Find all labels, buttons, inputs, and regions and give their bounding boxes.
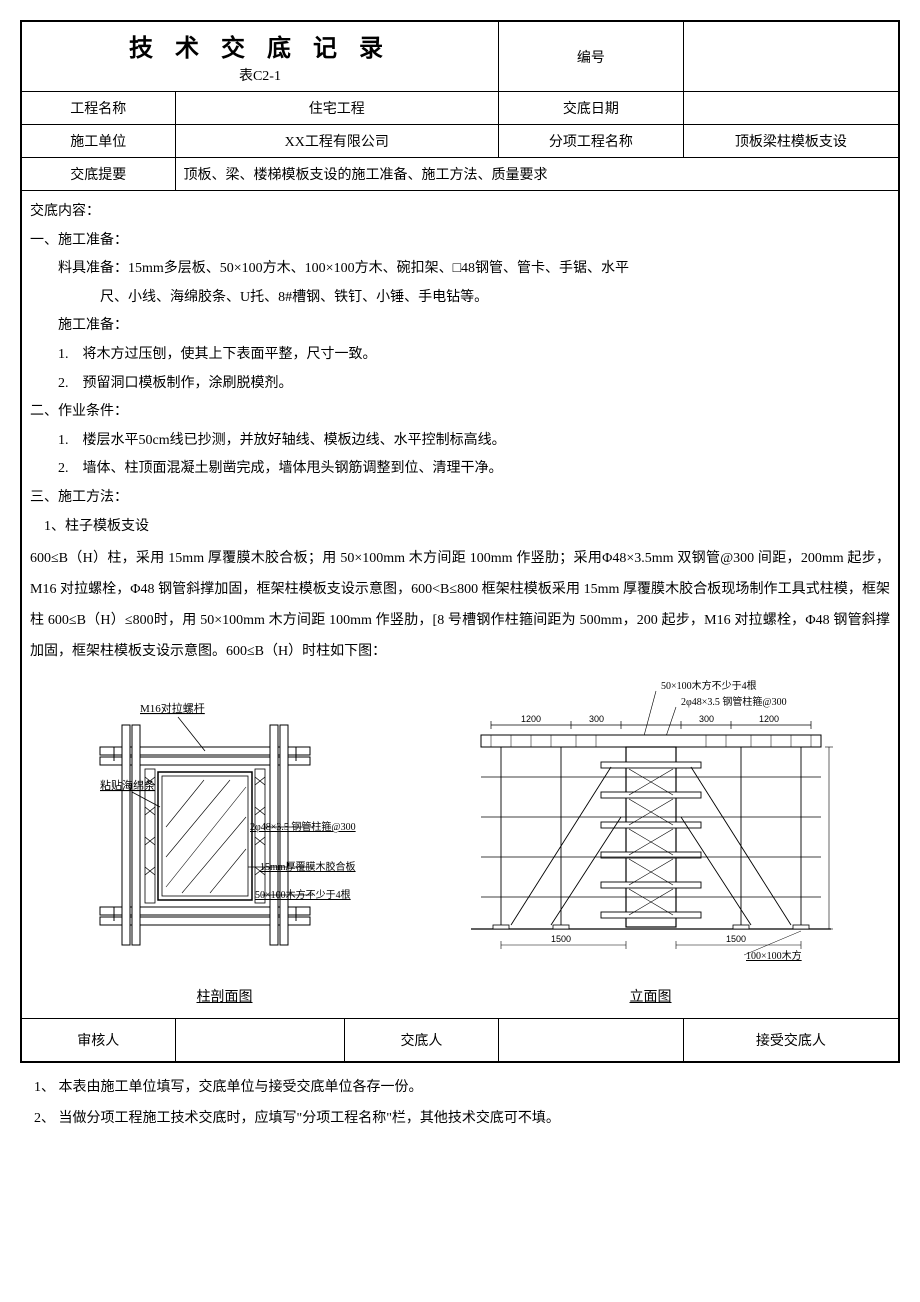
- dim-1500-l: 1500: [551, 934, 571, 944]
- elevation-caption: 立面图: [451, 985, 851, 1012]
- elevation-diagram: 50×100木方不少于4根 2φ48×3.5 钢管柱箍@300: [451, 677, 851, 1012]
- dim-1200-l: 1200: [521, 714, 541, 724]
- materials-line2: 尺、小线、海绵胶条、U托、8#槽钢、铁钉、小锤、手电钻等。: [30, 285, 890, 312]
- anno-timber: 50×100木方不少于4根: [255, 888, 351, 901]
- anno-panel: 15mm厚覆膜木胶合板: [260, 860, 356, 873]
- dim-1500-r: 1500: [726, 934, 746, 944]
- unit-label: 施工单位: [21, 125, 175, 158]
- section-caption: 柱剖面图: [70, 985, 380, 1012]
- receiver-label: 接受交底人: [756, 1034, 826, 1049]
- section-diagram: M16对拉螺杆 粘贴海绵条 2φ48×3.5 钢管柱箍@300 15mm厚覆膜木…: [70, 677, 380, 1012]
- title-cell: 技 术 交 底 记 录 表C2-1: [21, 21, 498, 92]
- anno-pipe: 2φ48×3.5 钢管柱箍@300: [250, 820, 356, 833]
- doc-subtitle: 表C2-1: [30, 65, 490, 85]
- elevation-svg: 50×100木方不少于4根 2φ48×3.5 钢管柱箍@300: [451, 677, 851, 977]
- serial-label: 编号: [498, 21, 683, 92]
- reviewer-label: 审核人: [21, 1018, 175, 1062]
- summary-label: 交底提要: [21, 158, 175, 191]
- date-label: 交底日期: [498, 92, 683, 125]
- section-svg: M16对拉螺杆 粘贴海绵条 2φ48×3.5 钢管柱箍@300 15mm厚覆膜木…: [70, 677, 380, 977]
- anno-strip: 粘贴海绵条: [100, 778, 155, 792]
- dim-1200-r: 1200: [759, 714, 779, 724]
- content-cell: 交底内容： 一、施工准备： 料具准备：15mm多层板、50×100方木、100×…: [21, 191, 899, 1019]
- note-1: 1、 本表由施工单位填写，交底单位与接受交底单位各存一份。: [34, 1073, 900, 1104]
- doc-title: 技 术 交 底 记 录: [30, 28, 490, 63]
- anno-bolt: M16对拉螺杆: [140, 701, 205, 715]
- receiver-cell: 接受交底人: [683, 1018, 899, 1062]
- footnotes: 1、 本表由施工单位填写，交底单位与接受交底单位各存一份。 2、 当做分项工程施…: [20, 1073, 900, 1135]
- summary-value: 顶板、梁、楼梯模板支设的施工准备、施工方法、质量要求: [175, 158, 899, 191]
- section3-title: 三、施工方法：: [30, 485, 890, 512]
- content-heading: 交底内容：: [30, 199, 890, 226]
- prep-item2: 2. 预留洞口模板制作，涂刷脱模剂。: [30, 371, 890, 398]
- cond-item1: 1. 楼层水平50cm线已抄测，并放好轴线、模板边线、水平控制标高线。: [30, 428, 890, 455]
- disclose-label: 交底人: [344, 1018, 498, 1062]
- diagram-container: M16对拉螺杆 粘贴海绵条 2φ48×3.5 钢管柱箍@300 15mm厚覆膜木…: [30, 677, 890, 1012]
- reviewer-value: [175, 1018, 344, 1062]
- note-2: 2、 当做分项工程施工技术交底时，应填写"分项工程名称"栏，其他技术交底可不填。: [34, 1104, 900, 1135]
- project-name-value: 住宅工程: [175, 92, 498, 125]
- section1-title: 一、施工准备：: [30, 228, 890, 255]
- unit-value: XX工程有限公司: [175, 125, 498, 158]
- prep-title: 施工准备：: [30, 313, 890, 340]
- dim-300-l: 300: [589, 714, 604, 724]
- cond-item2: 2. 墙体、柱顶面混凝土剔凿完成，墙体甩头钢筋调整到位、清理干净。: [30, 456, 890, 483]
- project-name-label: 工程名称: [21, 92, 175, 125]
- anno-timber-top: 50×100木方不少于4根: [661, 679, 757, 692]
- subproject-label: 分项工程名称: [498, 125, 683, 158]
- dim-timber-label: 100×100木方: [746, 949, 802, 962]
- record-table: 技 术 交 底 记 录 表C2-1 编号 工程名称 住宅工程 交底日期 施工单位…: [20, 20, 900, 1063]
- date-value: [683, 92, 899, 125]
- section3-sub: 1、柱子模板支设: [30, 514, 890, 541]
- serial-value: [683, 21, 899, 92]
- subproject-value: 顶板梁柱模板支设: [683, 125, 899, 158]
- disclose-value: [498, 1018, 683, 1062]
- section2-title: 二、作业条件：: [30, 399, 890, 426]
- anno-pipe-top: 2φ48×3.5 钢管柱箍@300: [681, 695, 787, 708]
- materials-line1: 料具准备：15mm多层板、50×100方木、100×100方木、碗扣架、□48钢…: [30, 256, 890, 283]
- dim-300-r: 300: [699, 714, 714, 724]
- section3-para: 600≤B（H）柱，采用 15mm 厚覆膜木胶合板；用 50×100mm 木方间…: [30, 544, 890, 667]
- prep-item1: 1. 将木方过压刨，使其上下表面平整，尺寸一致。: [30, 342, 890, 369]
